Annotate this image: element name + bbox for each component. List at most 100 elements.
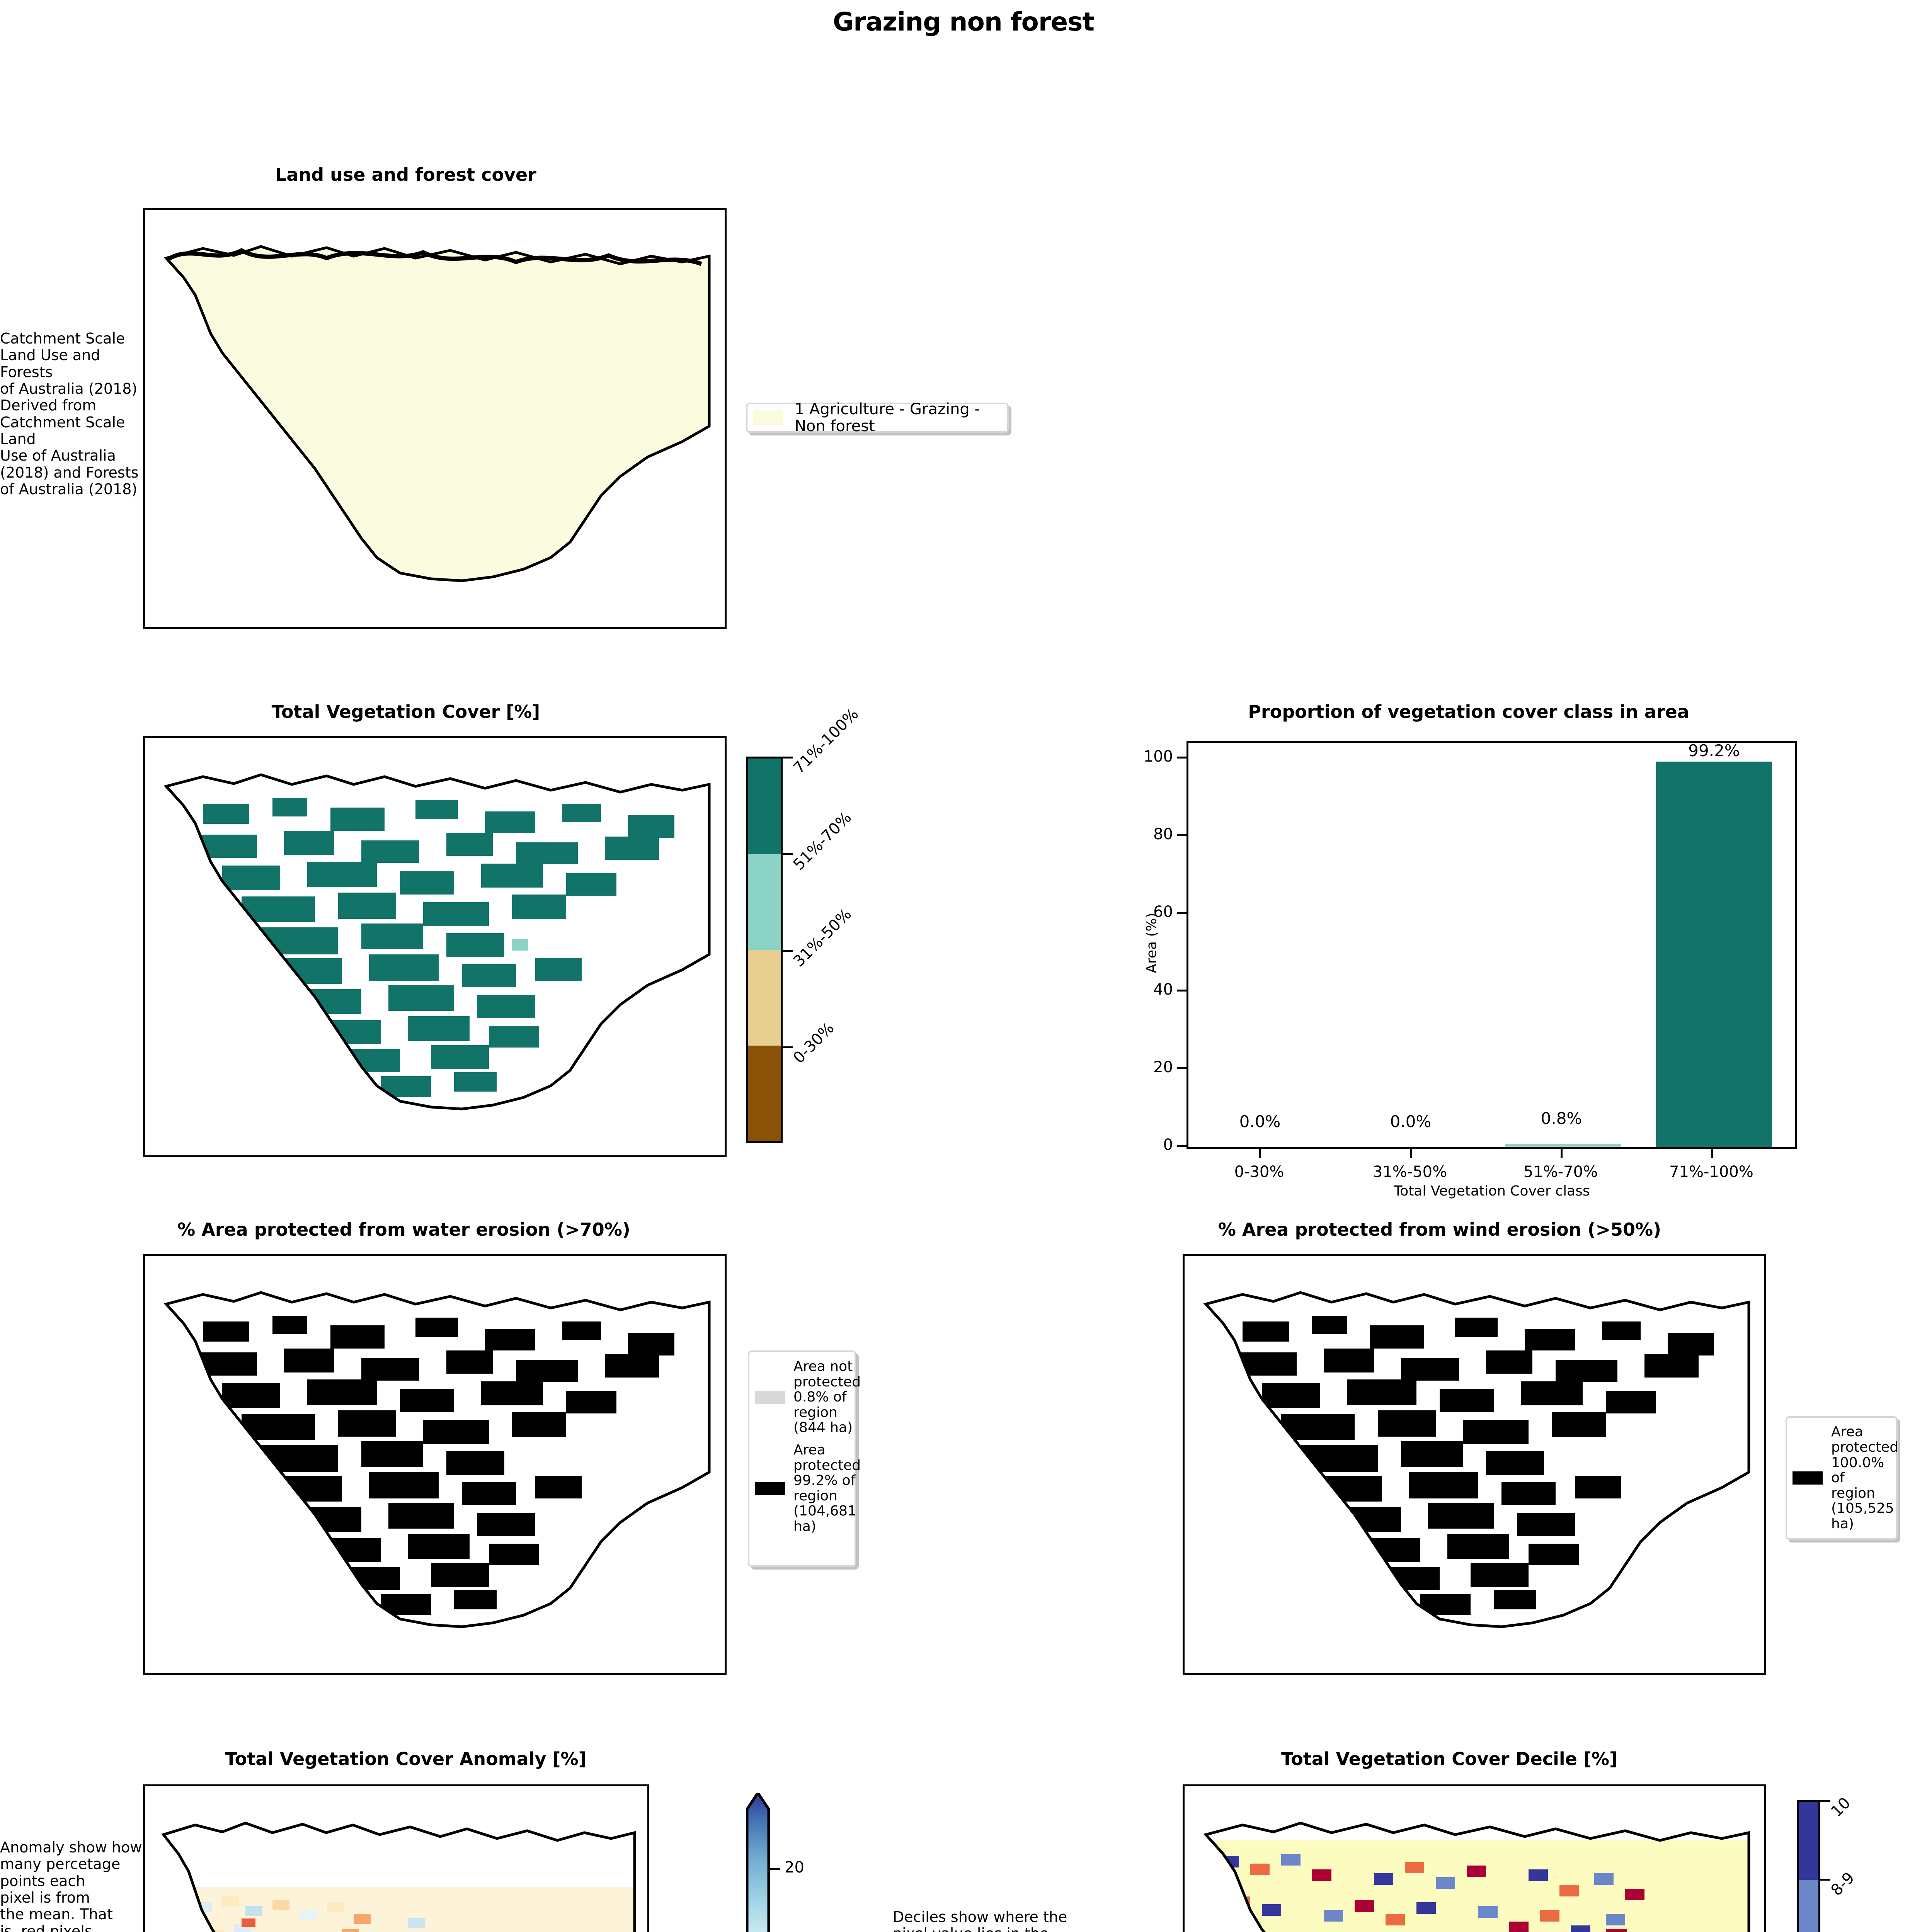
anomaly-map: [143, 1784, 649, 1932]
anomaly-boundary: [161, 1821, 636, 1932]
landuse-legend-row: 1 Agriculture - Grazing - Non forest: [753, 401, 1002, 435]
vegcover-swatch-0-30: [748, 1045, 781, 1141]
vegcover-swatch-71-100: [748, 759, 781, 854]
wind-erosion-label-protected: Area protected 100.0% of region (105,525…: [1831, 1424, 1899, 1532]
decile-swatch-10: [1799, 1802, 1818, 1880]
barchart-xaxis-title: Total Vegetation Cover class: [1394, 1183, 1590, 1199]
vegcover-cblabel-0-30: 0-30%: [790, 1019, 838, 1067]
bar-datalabel-0-30: 0.0%: [1239, 1112, 1281, 1131]
anomaly-cblabel-20: 20: [785, 1859, 804, 1876]
wind-erosion-legend-row-protected: Area protected 100.0% of region (105,525…: [1793, 1424, 1898, 1531]
barchart-ylabel-40: 40: [1153, 981, 1173, 998]
decile-cbtick-0: [1820, 1800, 1830, 1802]
vegcover-pixels: [191, 798, 674, 1097]
vegcover-colorbar: [746, 757, 783, 1143]
landuse-panel-title: Land use and forest cover: [275, 164, 536, 185]
decile-cbtick-1: [1820, 1879, 1830, 1881]
page-title: Grazing non forest: [833, 7, 1095, 37]
vegcover-map: [143, 736, 727, 1157]
wind-erosion-legend: Area protected 100.0% of region (105,525…: [1786, 1416, 1898, 1540]
barchart-xtick-1: [1410, 1149, 1412, 1158]
bar-datalabel-31-50: 0.0%: [1390, 1112, 1432, 1131]
landuse-legend: 1 Agriculture - Grazing - Non forest: [746, 401, 1009, 435]
vegcover-cbtick-2: [783, 950, 793, 952]
barchart-ytick-100: [1177, 757, 1187, 759]
barchart-xtick-3: [1711, 1149, 1713, 1158]
vegcover-cblabel-51-70: 51%-70%: [790, 808, 855, 874]
barchart-ylabel-20: 20: [1153, 1058, 1173, 1076]
decile-colorbar: [1797, 1800, 1820, 1932]
barchart-xlabel-2: 51%-70%: [1523, 1163, 1598, 1181]
vegcover-swatch-31-50: [748, 950, 781, 1046]
barchart-xtick-0: [1259, 1149, 1261, 1158]
vegcover-cbtick-3: [783, 1046, 793, 1048]
decile-swatch-8-9: [1799, 1880, 1818, 1932]
vegcover-cblabel-71-100: 71%-100%: [790, 705, 862, 777]
barchart-ytick-80: [1177, 834, 1187, 836]
vegcover-boundary: [163, 773, 711, 1111]
barchart-xlabel-0: 0-30%: [1234, 1163, 1284, 1181]
vegcover-cbtick-1: [783, 853, 793, 855]
barchart-ylabel-100: 100: [1143, 748, 1173, 765]
decile-boundary: [1203, 1821, 1750, 1932]
anomaly-panel-title: Total Vegetation Cover Anomaly [%]: [225, 1748, 587, 1769]
barchart-yaxis-title: Area (%): [1144, 913, 1160, 973]
vegcover-cblabel-31-50: 31%-50%: [790, 905, 855, 971]
wind-erosion-pixels: [1231, 1316, 1714, 1615]
water-erosion-pixels: [191, 1316, 674, 1615]
barchart-xtick-2: [1561, 1149, 1563, 1158]
barchart-ylabel-60: 60: [1153, 903, 1173, 921]
anomaly-side-text: Anomaly show how many percetage points e…: [0, 1839, 142, 1932]
decile-map-svg: [1203, 1821, 1750, 1932]
anomaly-colorbar-svg: [746, 1793, 770, 1932]
wind-erosion-map-svg: [1203, 1291, 1750, 1628]
bar-71-100: [1656, 762, 1772, 1147]
landuse-legend-swatch: [753, 410, 783, 425]
water-erosion-map-svg: [163, 1291, 711, 1628]
water-erosion-label-not-protected: Area not protected 0.8% of region (844 h…: [793, 1359, 861, 1436]
barchart-ytick-0: [1177, 1145, 1187, 1147]
barchart-title: Proportion of vegetation cover class in …: [1248, 701, 1689, 722]
water-erosion-legend-row-notprotected: Area not protected 0.8% of region (844 h…: [755, 1359, 861, 1435]
bar-datalabel-71-100: 99.2%: [1688, 741, 1740, 760]
barchart-ytick-40: [1177, 990, 1187, 992]
vegcover-panel-title: Total Vegetation Cover [%]: [271, 701, 540, 722]
landuse-region-fill: [166, 247, 709, 581]
vegcover-swatch-51-70: [748, 854, 781, 950]
decile-side-text: Deciles show where the pixel value lies …: [893, 1908, 1067, 1932]
landuse-map-svg: [163, 245, 711, 582]
water-erosion-swatch-not-protected: [755, 1390, 785, 1404]
decile-cblabel-10: 10: [1827, 1794, 1854, 1821]
wind-erosion-boundary: [1203, 1291, 1750, 1628]
anomaly-map-svg: [161, 1821, 636, 1932]
anomaly-cbtick-20: [770, 1868, 780, 1870]
wind-erosion-map: [1183, 1254, 1766, 1675]
barchart-ytick-20: [1177, 1067, 1187, 1069]
water-erosion-map: [143, 1254, 727, 1675]
decile-pixels: [1206, 1840, 1749, 1932]
vegcover-cbtick-0: [783, 757, 793, 759]
decile-cblabel-8-9: 8-9: [1827, 1869, 1858, 1900]
anomaly-pixels: [163, 1887, 635, 1932]
landuse-legend-label: 1 Agriculture - Grazing - Non forest: [795, 400, 980, 435]
barchart-ytick-60: [1177, 912, 1187, 914]
water-erosion-label-protected: Area protected 99.2% of region (104,681 …: [793, 1442, 861, 1534]
water-erosion-swatch-protected: [755, 1481, 785, 1495]
decile-map: [1183, 1784, 1766, 1932]
water-erosion-boundary: [163, 1291, 711, 1628]
water-erosion-legend: Area not protected 0.8% of region (844 h…: [748, 1350, 861, 1567]
decile-panel-title: Total Vegetation Cover Decile [%]: [1281, 1748, 1618, 1769]
water-erosion-panel-title: % Area protected from water erosion (>70…: [177, 1219, 630, 1240]
barchart-ylabel-0: 0: [1163, 1136, 1173, 1154]
bar-51-70: [1505, 1144, 1621, 1147]
landuse-map: [143, 208, 727, 629]
barchart-ylabel-80: 80: [1153, 825, 1173, 843]
bar-datalabel-51-70: 0.8%: [1541, 1109, 1582, 1128]
barchart-xlabel-3: 71%-100%: [1669, 1163, 1753, 1181]
wind-erosion-swatch-protected: [1793, 1471, 1823, 1485]
water-erosion-legend-row-protected: Area protected 99.2% of region (104,681 …: [755, 1442, 861, 1534]
landuse-inner-boundary: [167, 248, 702, 266]
barchart-plot-area: [1187, 741, 1797, 1149]
barchart-xlabel-1: 31%-50%: [1372, 1163, 1447, 1181]
anomaly-colorbar: [746, 1793, 770, 1932]
